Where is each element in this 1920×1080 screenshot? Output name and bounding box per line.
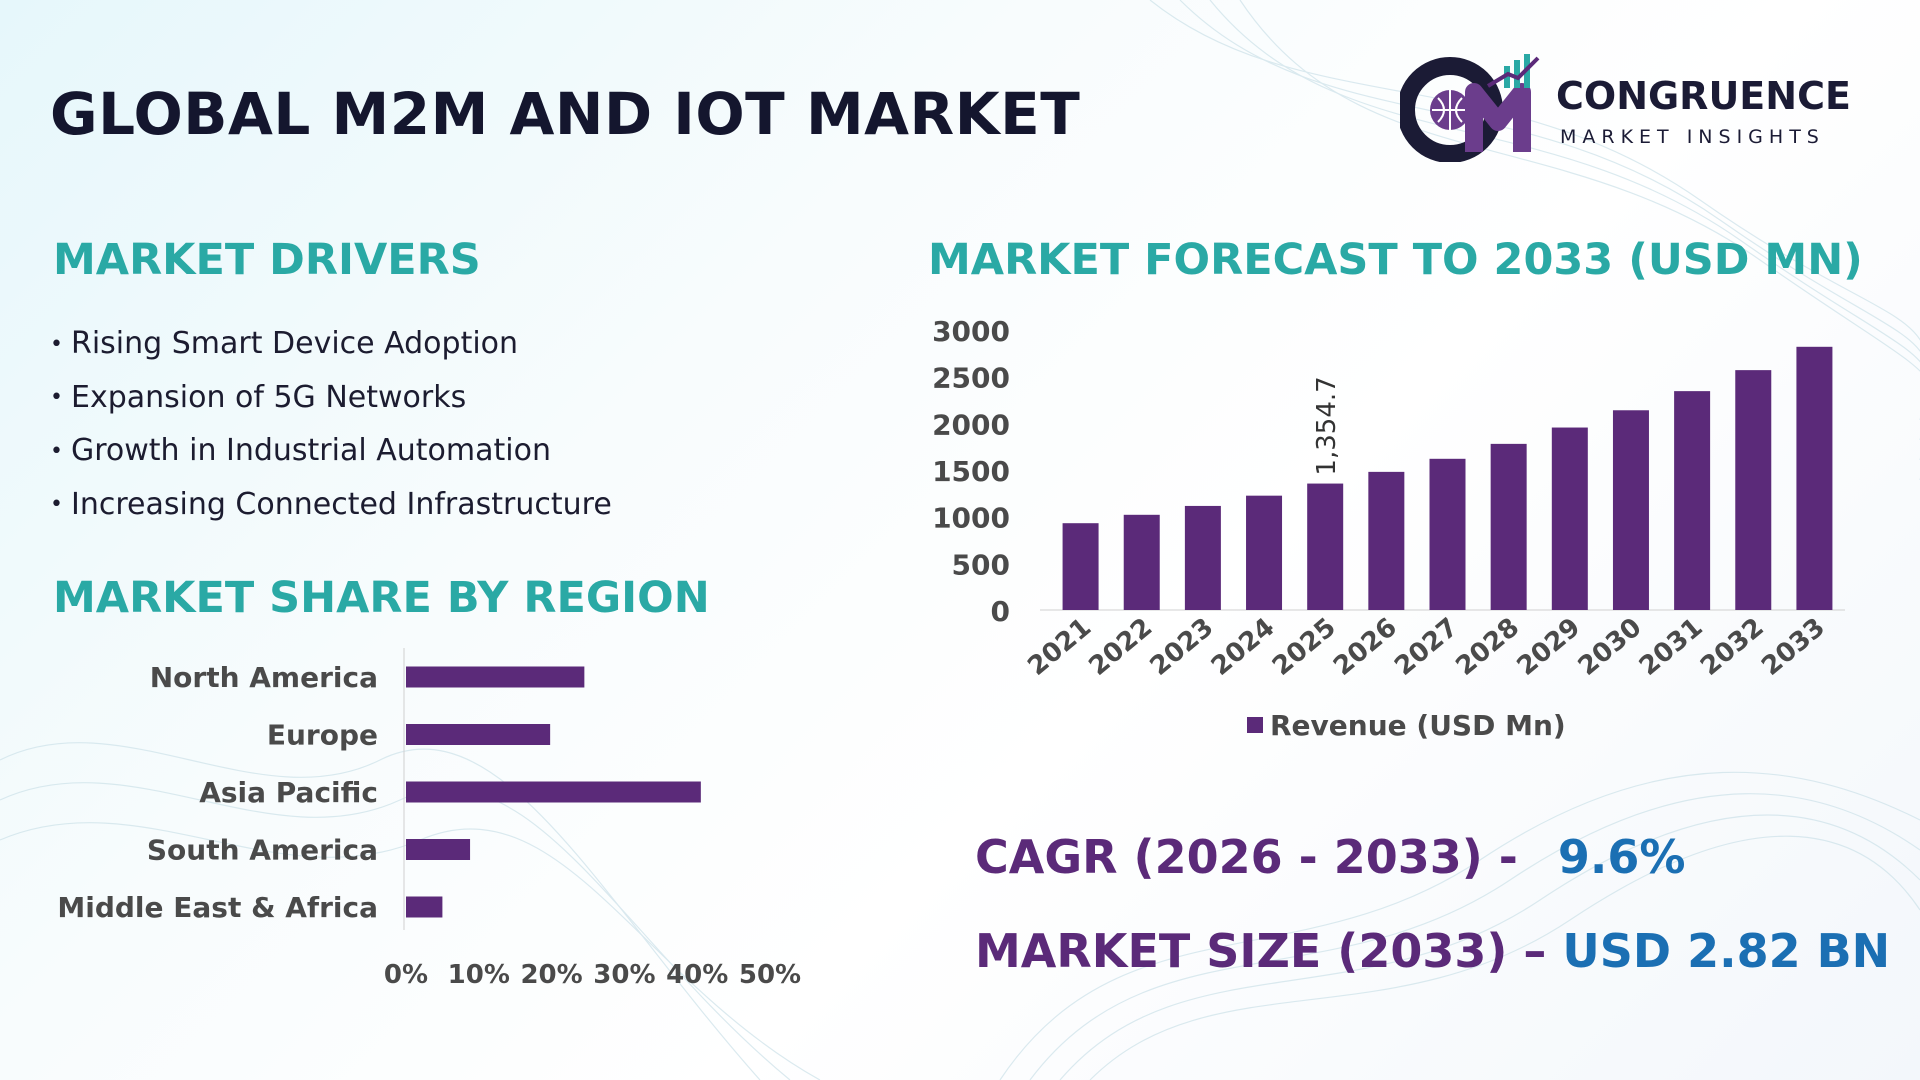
forecast-bar [1551, 427, 1588, 610]
region-label: Middle East & Africa [57, 891, 378, 924]
y-tick-label: 2000 [932, 408, 1010, 441]
market-size-metric: MARKET SIZE (2033) – USD 2.82 BN [975, 924, 1890, 978]
y-tick-label: 1500 [932, 455, 1010, 488]
company-logo: CONGRUENCE MARKET INSIGHTS [1397, 52, 1880, 163]
x-tick-label: 0% [384, 960, 428, 990]
driver-item: Growth in Industrial Automation [50, 429, 612, 483]
x-tick-label: 40% [666, 960, 728, 990]
driver-item: Rising Smart Device Adoption [50, 322, 612, 376]
x-tick-label: 2023 [1145, 612, 1220, 682]
cagr-metric: CAGR (2026 - 2033) - 9.6% [975, 830, 1685, 884]
y-tick-label: 3000 [932, 315, 1010, 348]
x-tick-label: 2029 [1512, 612, 1587, 682]
cagr-value: 9.6% [1557, 830, 1686, 884]
x-tick-label: 2027 [1389, 612, 1464, 682]
legend-swatch [1247, 717, 1263, 733]
drivers-heading: MARKET DRIVERS [53, 235, 481, 285]
x-tick-label: 2025 [1267, 612, 1342, 682]
forecast-bar [1612, 410, 1649, 610]
y-tick-label: 0 [991, 595, 1010, 628]
region-heading: MARKET SHARE BY REGION [53, 573, 710, 623]
forecast-bar [1184, 505, 1221, 610]
region-bar [406, 896, 443, 918]
market-size-label: MARKET SIZE (2033) – [975, 924, 1547, 978]
market-size-value: USD 2.82 BN [1562, 924, 1891, 978]
region-share-chart: North America Europe Asia Pacific South Ame… [57, 648, 801, 990]
forecast-bar [1490, 443, 1527, 610]
x-tick-label: 2030 [1573, 612, 1648, 682]
x-tick-label: 20% [520, 960, 582, 990]
forecast-heading: MARKET FORECAST TO 2033 (USD MN) [928, 235, 1863, 285]
y-tick-label: 500 [952, 548, 1010, 581]
y-tick-label: 2500 [932, 362, 1010, 395]
x-tick-label: 2033 [1756, 612, 1831, 682]
forecast-bar [1368, 471, 1405, 610]
region-bar [406, 839, 471, 860]
drivers-list: Rising Smart Device Adoption Expansion o… [50, 322, 612, 536]
x-tick-label: 50% [739, 960, 801, 990]
region-label: Asia Pacific [199, 776, 378, 809]
data-label: 1,354.7 [1312, 376, 1342, 475]
region-bar [406, 666, 585, 688]
x-tick-label: 2022 [1084, 612, 1159, 682]
driver-item: Expansion of 5G Networks [50, 376, 612, 430]
page-title: GLOBAL M2M AND IOT MARKET [50, 80, 1081, 148]
forecast-bar [1246, 495, 1283, 610]
region-label: Europe [267, 719, 378, 752]
x-tick-label: 2021 [1022, 612, 1097, 682]
forecast-bar [1796, 346, 1833, 610]
x-tick-label: 30% [593, 960, 655, 990]
x-tick-label: 2026 [1328, 612, 1403, 682]
logo-name: CONGRUENCE [1556, 74, 1851, 118]
cagr-label: CAGR (2026 - 2033) - [975, 830, 1518, 884]
region-label: South America [147, 834, 378, 867]
region-label: North America [150, 661, 378, 694]
region-bar [406, 781, 701, 803]
forecast-bar [1307, 483, 1344, 610]
x-tick-label: 2028 [1450, 612, 1525, 682]
forecast-bar [1429, 458, 1466, 610]
driver-item: Increasing Connected Infrastructure [50, 483, 612, 537]
forecast-bar [1735, 370, 1772, 610]
logo-subtitle: MARKET INSIGHTS [1560, 126, 1825, 148]
x-tick-label: 2031 [1634, 612, 1709, 682]
x-tick-label: 2032 [1695, 612, 1770, 682]
forecast-bar-chart: 0 500 1000 1500 2000 2500 3000 2021202220232024… [932, 315, 1845, 742]
x-tick-label: 2024 [1206, 612, 1281, 682]
region-bar [406, 724, 551, 745]
logo-icon [1397, 54, 1540, 163]
forecast-bar [1062, 523, 1099, 610]
forecast-bar [1674, 391, 1711, 610]
forecast-bar [1123, 514, 1160, 610]
legend-label: Revenue (USD Mn) [1270, 709, 1566, 742]
y-tick-label: 1000 [932, 502, 1010, 535]
x-tick-label: 10% [448, 960, 510, 990]
